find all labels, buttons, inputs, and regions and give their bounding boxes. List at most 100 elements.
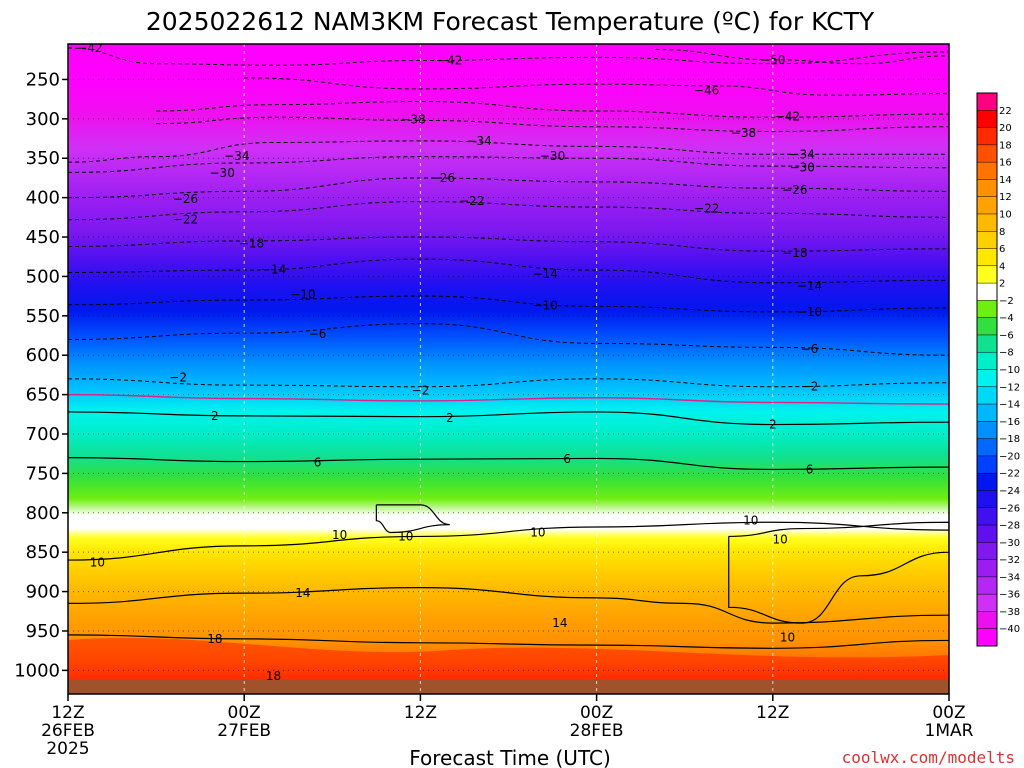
y-tick-label: 750 bbox=[26, 463, 60, 484]
isotherm-label: −26 bbox=[430, 171, 455, 185]
isotherm-label: −6 bbox=[801, 342, 819, 356]
isotherm-line bbox=[728, 521, 949, 624]
y-tick-label: 450 bbox=[26, 227, 60, 248]
colorbar-swatch bbox=[977, 127, 997, 146]
isotherm-label: 10 bbox=[743, 514, 758, 528]
colorbar-label: −10 bbox=[999, 365, 1020, 376]
temperature-field bbox=[68, 44, 949, 694]
isotherm-label: 6 bbox=[806, 462, 814, 476]
colorbar-label: 12 bbox=[999, 192, 1012, 203]
y-tick-label: 850 bbox=[26, 542, 60, 563]
isotherm-label: 2 bbox=[446, 411, 454, 425]
colorbar-label: −26 bbox=[999, 503, 1020, 514]
colorbar-swatch bbox=[977, 404, 997, 422]
isotherm-label: −26 bbox=[782, 183, 807, 197]
colorbar-swatch bbox=[977, 231, 997, 250]
colorbar-swatch bbox=[977, 438, 997, 457]
isotherm-label: −34 bbox=[790, 147, 815, 161]
colorbar-swatch bbox=[977, 334, 997, 353]
warm-core-patch bbox=[68, 637, 949, 694]
colorbar-label: −4 bbox=[999, 313, 1014, 324]
isotherm-line bbox=[68, 634, 949, 649]
ground-surface bbox=[68, 680, 949, 694]
colorbar-label: −16 bbox=[999, 417, 1020, 428]
colorbar-label: 18 bbox=[999, 140, 1012, 151]
colorbar-label: −14 bbox=[999, 400, 1020, 411]
colorbar-label: −40 bbox=[999, 624, 1020, 635]
isotherm-label: −2 bbox=[169, 370, 187, 384]
colorbar-swatch bbox=[977, 213, 997, 232]
isotherm-label: 14 bbox=[552, 616, 567, 630]
y-tick-label: 550 bbox=[26, 306, 60, 327]
colorbar-swatch bbox=[977, 93, 997, 111]
isotherm-line bbox=[68, 378, 949, 388]
colorbar-swatch bbox=[977, 352, 997, 370]
colorbar-swatch bbox=[977, 542, 997, 561]
isotherm-label: −22 bbox=[459, 194, 484, 208]
isotherm-label: 10 bbox=[773, 533, 788, 547]
x-tick-label: 2025 bbox=[46, 739, 89, 759]
y-tick-label: 400 bbox=[26, 188, 60, 209]
colorbar-label: 14 bbox=[999, 175, 1012, 186]
isotherm-label: −10 bbox=[290, 288, 315, 302]
x-tick-label: 12Z bbox=[51, 703, 84, 723]
isotherm-label: −38 bbox=[731, 126, 756, 140]
y-tick-label: 500 bbox=[26, 266, 60, 287]
isotherm-label: −10 bbox=[797, 305, 822, 319]
colorbar-label: −6 bbox=[999, 330, 1014, 341]
isotherm-line bbox=[68, 236, 949, 252]
x-axis-label: Forecast Time (UTC) bbox=[409, 746, 611, 768]
isotherm-label: −42 bbox=[437, 54, 462, 68]
colorbar-swatch bbox=[977, 611, 997, 630]
colorbar-swatch bbox=[977, 144, 997, 163]
isotherm-label: −2 bbox=[412, 384, 430, 398]
colorbar-label: −8 bbox=[999, 348, 1014, 359]
colorbar-swatch bbox=[977, 179, 997, 198]
colorbar-swatch bbox=[977, 386, 997, 405]
colorbar-swatch bbox=[977, 628, 997, 647]
colorbar-swatch bbox=[977, 317, 997, 336]
colorbar-swatch bbox=[977, 110, 997, 129]
isotherm-label: −42 bbox=[775, 109, 800, 123]
isotherm-label: −10 bbox=[533, 299, 558, 313]
colorbar-label: −32 bbox=[999, 555, 1020, 566]
isotherm-label: −22 bbox=[173, 213, 198, 227]
isotherm-label: −26 bbox=[173, 192, 198, 206]
isotherm-line bbox=[655, 49, 949, 65]
isotherm-line bbox=[68, 295, 949, 313]
isotherm-label: −30 bbox=[790, 161, 815, 175]
colorbar-label: 10 bbox=[999, 209, 1012, 220]
isotherm-label: 10 bbox=[530, 525, 545, 539]
colorbar-label: −22 bbox=[999, 469, 1020, 480]
isotherm-label: 6 bbox=[314, 455, 322, 469]
isotherm-label: −18 bbox=[782, 246, 807, 260]
isotherm-line bbox=[156, 101, 949, 118]
y-tick-label: 1000 bbox=[14, 660, 60, 681]
isotherm-line bbox=[68, 156, 949, 173]
y-tick-label: 600 bbox=[26, 345, 60, 366]
colorbar-swatch bbox=[977, 473, 997, 491]
isotherm-label: 10 bbox=[332, 528, 347, 542]
isotherm-line bbox=[68, 47, 949, 66]
plot-area: −42−42 −50−46−42−38−38−34−34−34−30−30−30−… bbox=[68, 44, 949, 694]
colorbar-swatch bbox=[977, 576, 997, 595]
colorbar-label: −12 bbox=[999, 382, 1020, 393]
y-tick-label: 350 bbox=[26, 148, 60, 169]
isotherm-label: −14 bbox=[261, 262, 286, 276]
colorbar-label: −36 bbox=[999, 590, 1020, 601]
colorbar-swatch bbox=[977, 421, 997, 440]
y-tick-label: 650 bbox=[26, 385, 60, 406]
y-tick-label: 250 bbox=[26, 69, 60, 90]
plot-frame bbox=[67, 43, 950, 695]
isotherm-label: −2 bbox=[801, 380, 819, 394]
isotherm-label: −22 bbox=[694, 202, 719, 216]
isotherm-label: −46 bbox=[694, 83, 719, 97]
isotherm-line bbox=[68, 323, 949, 356]
x-tick-label: 12Z bbox=[404, 703, 437, 723]
isotherm-line bbox=[68, 587, 949, 624]
isotherm-label: −6 bbox=[309, 327, 327, 341]
x-tick-label: 26FEB bbox=[41, 721, 95, 741]
colorbar-label: 20 bbox=[999, 123, 1012, 134]
isotherm-label: 2 bbox=[211, 409, 219, 423]
